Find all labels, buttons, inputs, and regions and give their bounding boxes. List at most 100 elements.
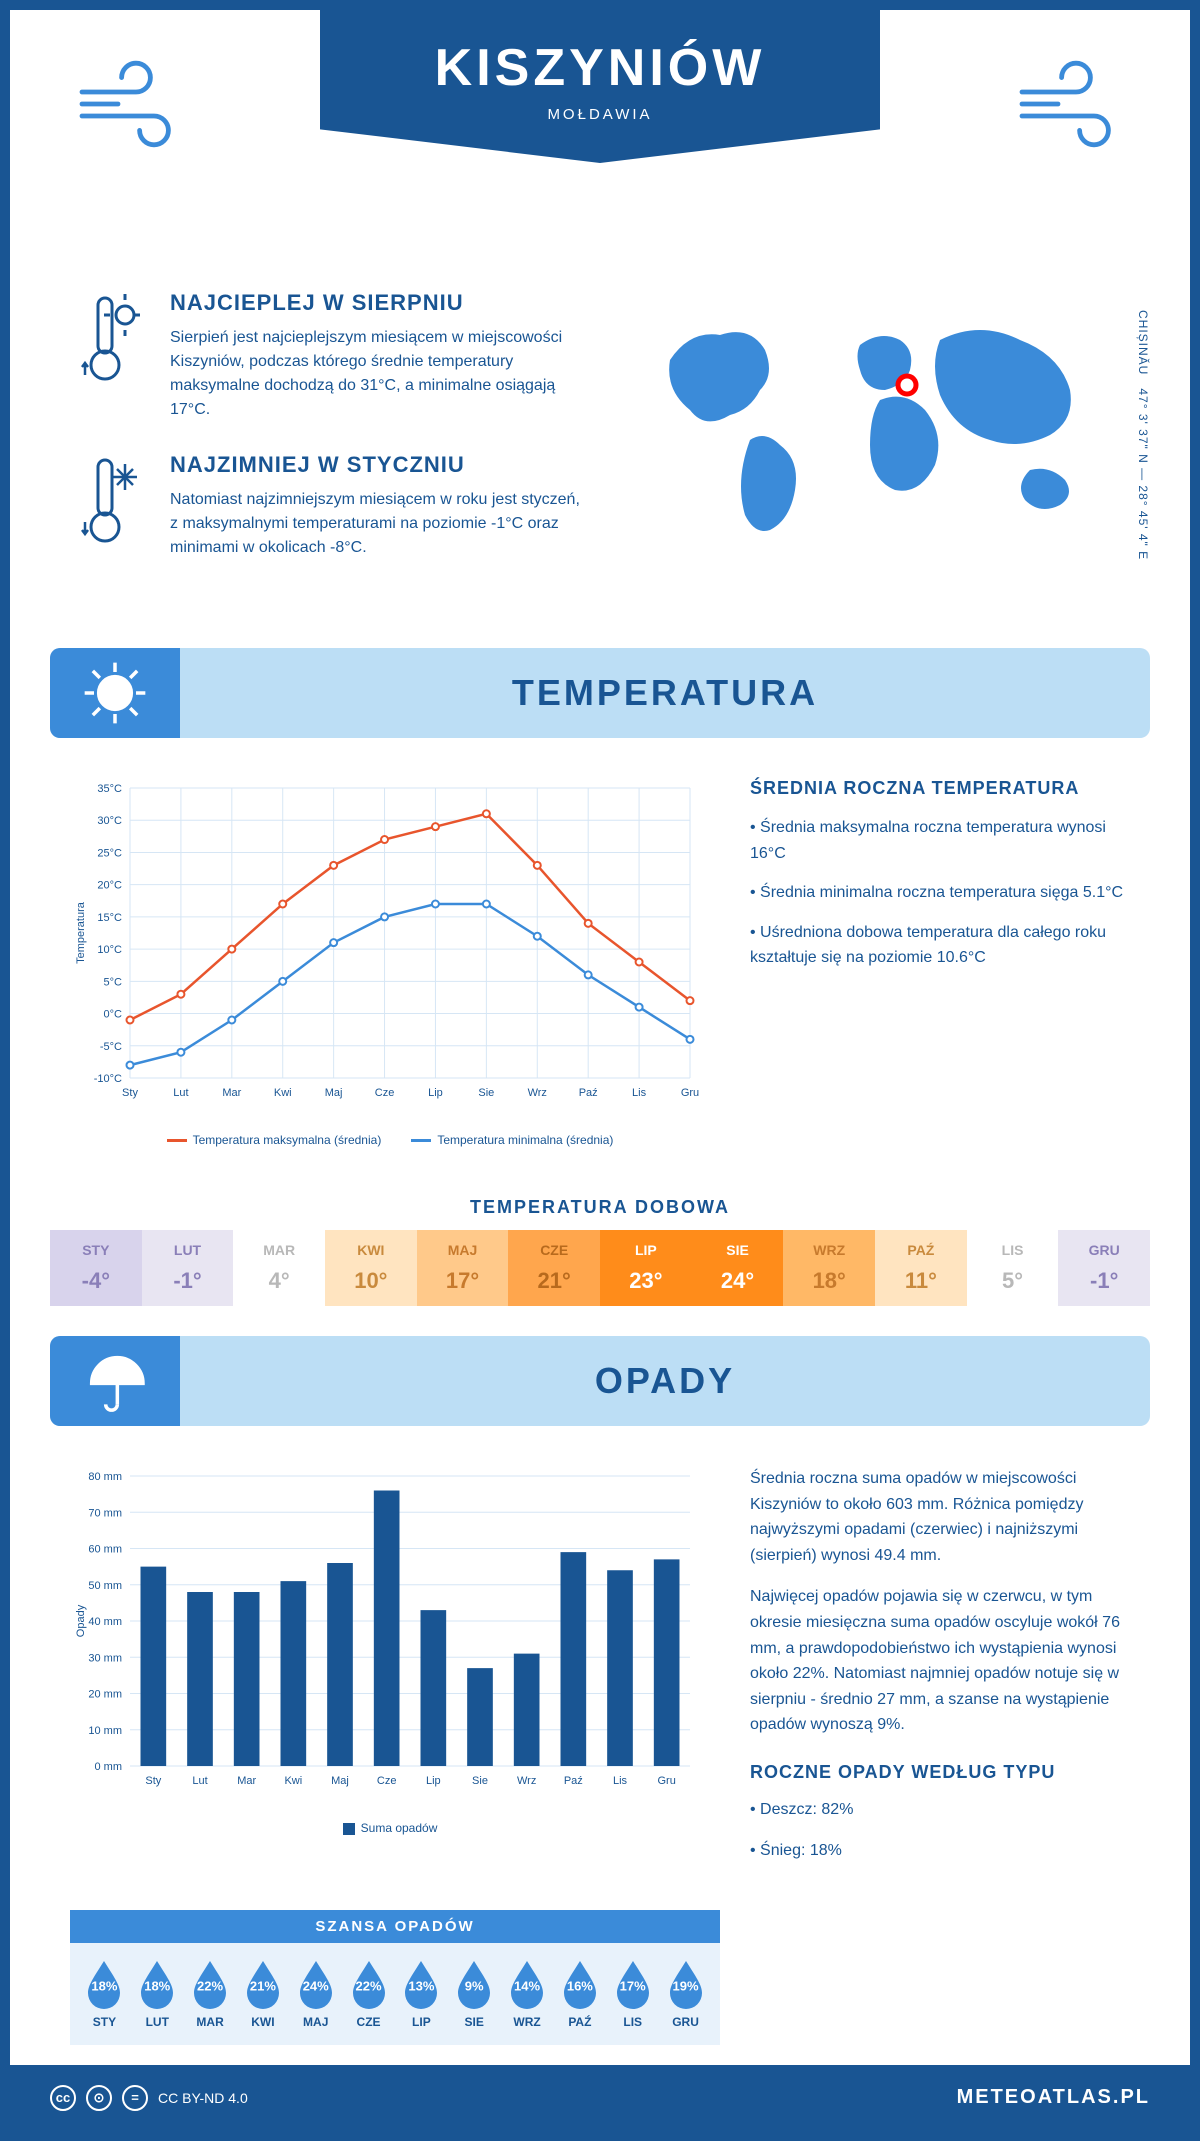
coldest-title: NAJZIMNIEJ W STYCZNIU bbox=[170, 452, 590, 478]
daily-temp-cell: SIE24° bbox=[692, 1230, 784, 1306]
daily-temp-cell: GRU-1° bbox=[1058, 1230, 1150, 1306]
svg-text:10°C: 10°C bbox=[97, 944, 122, 956]
svg-text:Paź: Paź bbox=[564, 1775, 583, 1787]
svg-text:Cze: Cze bbox=[375, 1087, 395, 1099]
svg-text:15°C: 15°C bbox=[97, 912, 122, 924]
daily-temp-cell: LIP23° bbox=[600, 1230, 692, 1306]
daily-temp-cell: KWI10° bbox=[325, 1230, 417, 1306]
svg-text:Mar: Mar bbox=[237, 1775, 256, 1787]
license-block: cc ⊙ = CC BY-ND 4.0 bbox=[50, 2085, 248, 2111]
intro-section: NAJCIEPLEJ W SIERPNIU Sierpień jest najc… bbox=[10, 270, 1190, 638]
precipitation-chance-box: SZANSA OPADÓW 18%STY18%LUT22%MAR21%KWI24… bbox=[70, 1910, 720, 2045]
city-name: KISZYNIÓW bbox=[320, 38, 880, 98]
svg-text:Sty: Sty bbox=[145, 1775, 161, 1787]
svg-text:60 mm: 60 mm bbox=[88, 1544, 122, 1556]
svg-text:70 mm: 70 mm bbox=[88, 1507, 122, 1519]
chance-cell: 16%PAŹ bbox=[553, 1959, 606, 2029]
continents bbox=[669, 330, 1071, 531]
coldest-block: NAJZIMNIEJ W STYCZNIU Natomiast najzimni… bbox=[70, 452, 590, 568]
by-icon: ⊙ bbox=[86, 2085, 112, 2111]
svg-text:25°C: 25°C bbox=[97, 847, 122, 859]
chance-cell: 24%MAJ bbox=[289, 1959, 342, 2029]
svg-text:Mar: Mar bbox=[222, 1087, 241, 1099]
svg-text:Gru: Gru bbox=[681, 1087, 699, 1099]
temperature-content: -10°C -5°C 0°C 5°C 10°C 15°C 20°C 25°C 30°C 35°C S… bbox=[10, 748, 1190, 1177]
country-name: MOŁDAWIA bbox=[320, 106, 880, 123]
world-map bbox=[630, 290, 1130, 550]
svg-text:Lip: Lip bbox=[426, 1775, 441, 1787]
cc-icon: cc bbox=[50, 2085, 76, 2111]
svg-text:-10°C: -10°C bbox=[94, 1073, 122, 1085]
svg-text:Temperatura: Temperatura bbox=[75, 901, 87, 964]
header: KISZYNIÓW MOŁDAWIA bbox=[10, 10, 1190, 270]
title-banner: KISZYNIÓW MOŁDAWIA bbox=[320, 10, 880, 163]
svg-text:Cze: Cze bbox=[377, 1775, 397, 1787]
precipitation-content: 0 mm10 mm20 mm30 mm40 mm50 mm60 mm70 mm8… bbox=[10, 1436, 1190, 1910]
page: KISZYNIÓW MOŁDAWIA NAJCIEPLEJ W SIERPNIU… bbox=[0, 0, 1200, 2141]
nd-icon: = bbox=[122, 2085, 148, 2111]
svg-text:50 mm: 50 mm bbox=[88, 1580, 122, 1592]
svg-text:Kwi: Kwi bbox=[284, 1775, 302, 1787]
chance-cell: 22%MAR bbox=[184, 1959, 237, 2029]
precipitation-legend: Suma opadów bbox=[70, 1821, 710, 1835]
daily-temp-cell: LIS5° bbox=[967, 1230, 1059, 1306]
svg-text:Wrz: Wrz bbox=[517, 1775, 536, 1787]
svg-text:40 mm: 40 mm bbox=[88, 1616, 122, 1628]
svg-text:30°C: 30°C bbox=[97, 815, 122, 827]
daily-temp-cell: WRZ18° bbox=[783, 1230, 875, 1306]
license-text: CC BY-ND 4.0 bbox=[158, 2090, 248, 2106]
chance-cell: 21%KWI bbox=[236, 1959, 289, 2029]
daily-temp-cell: STY-4° bbox=[50, 1230, 142, 1306]
chance-cell: 19%GRU bbox=[659, 1959, 712, 2029]
svg-text:Paź: Paź bbox=[579, 1087, 598, 1099]
daily-temp-cell: MAR4° bbox=[233, 1230, 325, 1306]
precip-text-1: Średnia roczna suma opadów w miejscowośc… bbox=[750, 1466, 1130, 1568]
svg-text:35°C: 35°C bbox=[97, 783, 122, 795]
chance-cell: 14%WRZ bbox=[501, 1959, 554, 2029]
precipitation-section-header: OPADY bbox=[50, 1336, 1150, 1426]
svg-text:-5°C: -5°C bbox=[100, 1041, 122, 1053]
svg-text:0°C: 0°C bbox=[104, 1009, 123, 1021]
svg-text:Wrz: Wrz bbox=[528, 1087, 547, 1099]
daily-temp-table: STY-4°LUT-1°MAR4°KWI10°MAJ17°CZE21°LIP23… bbox=[50, 1230, 1150, 1306]
daily-temp-cell: MAJ17° bbox=[417, 1230, 509, 1306]
svg-text:Lip: Lip bbox=[428, 1087, 443, 1099]
coldest-text: Natomiast najzimniejszym miesiącem w rok… bbox=[170, 488, 590, 560]
chance-cell: 22%CZE bbox=[342, 1959, 395, 2029]
svg-text:Lis: Lis bbox=[632, 1087, 647, 1099]
hottest-text: Sierpień jest najcieplejszym miesiącem w… bbox=[170, 326, 590, 422]
hottest-title: NAJCIEPLEJ W SIERPNIU bbox=[170, 290, 590, 316]
brand-label: METEOATLAS.PL bbox=[957, 2086, 1150, 2109]
thermometer-hot-icon bbox=[70, 290, 150, 422]
chance-cell: 13%LIP bbox=[395, 1959, 448, 2029]
precip-text-2: Najwięcej opadów pojawia się w czerwcu, … bbox=[750, 1584, 1130, 1738]
precipitation-info: Średnia roczna suma opadów w miejscowośc… bbox=[750, 1466, 1130, 1880]
svg-text:Lis: Lis bbox=[613, 1775, 628, 1787]
coordinates-label: CHIȘINĂU 47° 3' 37" N — 28° 45' 4" E bbox=[1136, 310, 1150, 560]
daily-temp-title: TEMPERATURA DOBOWA bbox=[10, 1197, 1190, 1218]
chance-cell: 18%STY bbox=[78, 1959, 131, 2029]
daily-temp-cell: PAŹ11° bbox=[875, 1230, 967, 1306]
precipitation-chart: 0 mm10 mm20 mm30 mm40 mm50 mm60 mm70 mm8… bbox=[70, 1466, 710, 1880]
svg-text:Sty: Sty bbox=[122, 1087, 138, 1099]
svg-text:Lut: Lut bbox=[192, 1775, 207, 1787]
footer: cc ⊙ = CC BY-ND 4.0 METEOATLAS.PL bbox=[10, 2065, 1190, 2131]
annual-bullet: • Uśredniona dobowa temperatura dla całe… bbox=[750, 920, 1130, 971]
chance-cell: 18%LUT bbox=[131, 1959, 184, 2029]
daily-temp-cell: LUT-1° bbox=[142, 1230, 234, 1306]
temperature-section-header: TEMPERATURA bbox=[50, 648, 1150, 738]
annual-temp-title: ŚREDNIA ROCZNA TEMPERATURA bbox=[750, 778, 1130, 799]
precipitation-title: OPADY bbox=[180, 1360, 1150, 1402]
svg-text:20°C: 20°C bbox=[97, 880, 122, 892]
wind-icon-right bbox=[1010, 50, 1130, 192]
map-column: CHIȘINĂU 47° 3' 37" N — 28° 45' 4" E bbox=[630, 290, 1130, 598]
intro-text-column: NAJCIEPLEJ W SIERPNIU Sierpień jest najc… bbox=[70, 290, 590, 598]
svg-text:Sie: Sie bbox=[478, 1087, 494, 1099]
svg-text:Sie: Sie bbox=[472, 1775, 488, 1787]
precip-type-item: • Deszcz: 82% bbox=[750, 1797, 1130, 1823]
location-marker-icon bbox=[898, 376, 916, 394]
svg-text:Maj: Maj bbox=[325, 1087, 343, 1099]
hottest-block: NAJCIEPLEJ W SIERPNIU Sierpień jest najc… bbox=[70, 290, 590, 422]
svg-text:30 mm: 30 mm bbox=[88, 1652, 122, 1664]
svg-text:5°C: 5°C bbox=[104, 976, 123, 988]
